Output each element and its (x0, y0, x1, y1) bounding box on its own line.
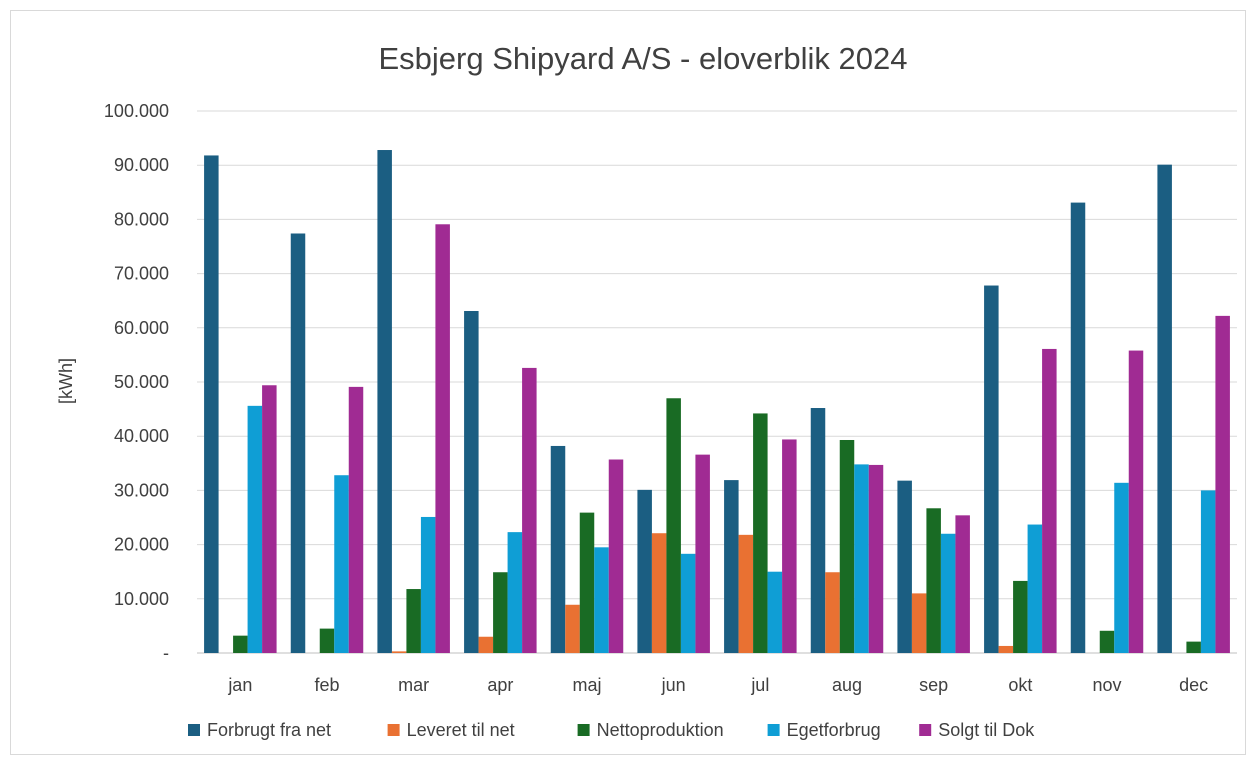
x-tick-label: dec (1179, 675, 1208, 695)
y-tick-label: 80.000 (114, 209, 169, 229)
x-tick-label: jul (750, 675, 769, 695)
x-tick-label: okt (1008, 675, 1032, 695)
y-tick-label: 20.000 (114, 535, 169, 555)
bar (319, 628, 335, 653)
bar (1027, 524, 1043, 653)
bar (782, 439, 797, 653)
y-tick-label: 50.000 (114, 372, 169, 392)
bar (1215, 315, 1230, 653)
y-tick-label: - (163, 643, 169, 663)
gridlines (197, 110, 1237, 654)
x-tick-label: mar (398, 675, 429, 695)
bar (825, 572, 840, 653)
bar (911, 593, 927, 653)
bar (247, 405, 263, 653)
y-axis-title: [kWh] (56, 358, 76, 404)
bar (565, 604, 580, 653)
bar (493, 572, 508, 653)
bar (550, 445, 566, 653)
bar (348, 386, 364, 653)
bar (1099, 630, 1115, 653)
bar (290, 233, 306, 653)
bar (680, 553, 696, 653)
legend-label: Nettoproduktion (597, 720, 724, 740)
legend-label: Forbrugt fra net (207, 720, 331, 740)
bar (608, 459, 624, 653)
x-tick-label: nov (1092, 675, 1121, 695)
bar (666, 398, 681, 653)
bar (1186, 641, 1201, 653)
y-tick-label: 30.000 (114, 480, 169, 500)
y-tick-label: 100.000 (104, 101, 169, 121)
bar (940, 533, 956, 653)
bar (868, 464, 884, 653)
legend-swatch (387, 724, 400, 736)
legend-swatch (188, 724, 200, 736)
x-tick-label: sep (919, 675, 948, 695)
bar (984, 285, 999, 653)
bar (579, 512, 595, 653)
bar (897, 480, 912, 653)
bars (204, 150, 1230, 654)
bar (233, 635, 248, 653)
x-axis-ticks: jan feb mar apr maj jun jul aug sep okt nov dec (227, 675, 1208, 695)
bar (724, 480, 739, 653)
bar (1013, 580, 1028, 653)
bar (1070, 202, 1086, 653)
bar (1042, 348, 1057, 653)
legend-swatch (919, 724, 932, 736)
bar (594, 547, 609, 653)
legend-swatch (767, 724, 780, 736)
bar (955, 515, 970, 653)
chart-title: Esbjerg Shipyard A/S - eloverblik 2024 (378, 41, 907, 76)
bar-chart: Esbjerg Shipyard A/S - eloverblik 2024 [… (56, 41, 1237, 740)
bar (406, 589, 421, 653)
legend-swatch (577, 724, 590, 736)
bar (478, 636, 494, 653)
y-axis-ticks: - 10.000 20.000 30.000 40.000 50.000 60.000 70.… (104, 101, 169, 663)
y-tick-label: 70.000 (114, 264, 169, 284)
bar (854, 464, 869, 653)
legend-label: Egetforbrug (787, 720, 881, 740)
legend: Forbrugt fra net Leveret til net Nettoprod… (188, 720, 1035, 740)
bar (637, 489, 652, 653)
bar (435, 224, 450, 653)
bar (464, 310, 479, 653)
x-tick-label: jun (661, 675, 686, 695)
x-tick-label: maj (572, 675, 601, 695)
y-tick-label: 40.000 (114, 426, 169, 446)
bar (1114, 482, 1129, 653)
bar (1200, 490, 1216, 653)
legend-label: Solgt til Dok (938, 720, 1035, 740)
bar (391, 651, 407, 653)
bar (262, 385, 277, 653)
bar (810, 408, 826, 653)
bar (695, 454, 710, 653)
bar (998, 645, 1014, 653)
x-tick-label: apr (487, 675, 513, 695)
bar (738, 534, 754, 653)
legend-label: Leveret til net (407, 720, 515, 740)
bar (926, 508, 941, 653)
bar (839, 439, 855, 653)
chart-area: Esbjerg Shipyard A/S - eloverblik 2024 [… (10, 10, 1246, 755)
bar (753, 413, 768, 653)
bar (522, 367, 537, 653)
bar (204, 155, 219, 653)
y-tick-label: 90.000 (114, 155, 169, 175)
bar (334, 475, 349, 653)
bar (1157, 164, 1172, 653)
x-tick-label: feb (314, 675, 339, 695)
bar (377, 150, 392, 654)
bar (507, 532, 523, 653)
bar (767, 571, 783, 653)
bar (651, 533, 667, 653)
bar (420, 516, 436, 653)
y-tick-label: 10.000 (114, 589, 169, 609)
x-tick-label: aug (832, 675, 862, 695)
x-tick-label: jan (227, 675, 252, 695)
bar (1128, 350, 1144, 653)
y-tick-label: 60.000 (114, 318, 169, 338)
